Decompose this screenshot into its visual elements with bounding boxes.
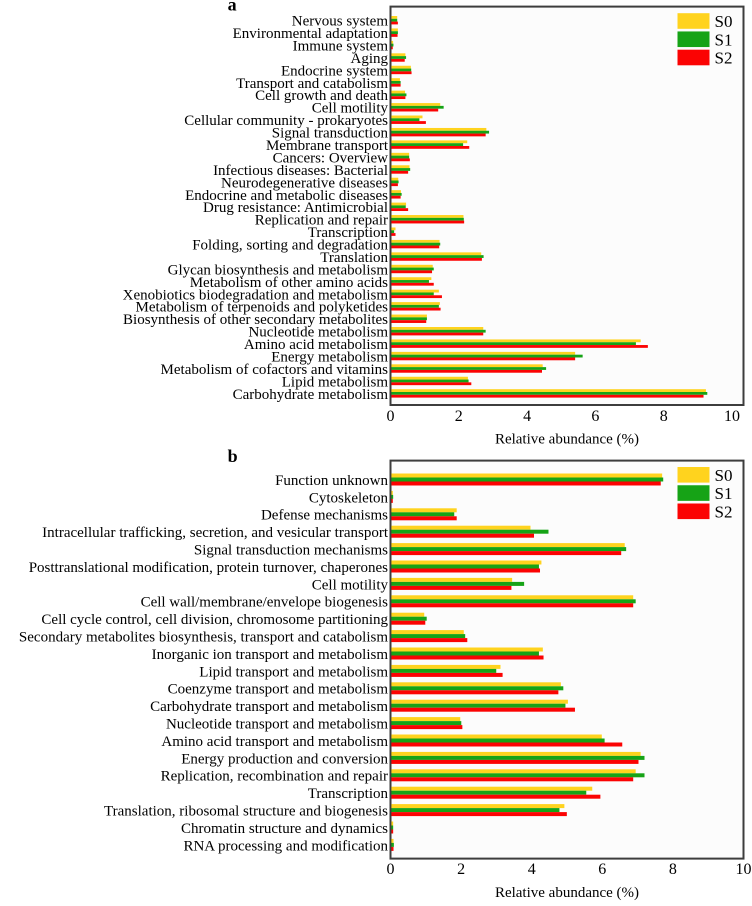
svg-text:Signal transduction mechanisms: Signal transduction mechanisms <box>194 543 388 559</box>
svg-text:Cancers: Overview: Cancers: Overview <box>273 150 389 166</box>
svg-text:Energy metabolism: Energy metabolism <box>271 349 388 365</box>
svg-text:Aging: Aging <box>351 51 389 67</box>
svg-text:Metabolism of cofactors and vi: Metabolism of cofactors and vitamins <box>161 362 389 378</box>
svg-text:Metabolism of other amino acid: Metabolism of other amino acids <box>190 275 388 291</box>
svg-text:S0: S0 <box>715 466 733 485</box>
svg-text:Chromatin structure and dynami: Chromatin structure and dynamics <box>181 821 388 837</box>
svg-text:Lipid transport and metabolism: Lipid transport and metabolism <box>199 664 388 680</box>
svg-text:6: 6 <box>598 861 606 878</box>
svg-text:Defense mechanisms: Defense mechanisms <box>261 508 388 524</box>
svg-text:Posttranslational modification: Posttranslational modification, protein … <box>29 560 388 576</box>
svg-text:Amino acid transport and metab: Amino acid transport and metabolism <box>161 734 388 750</box>
svg-text:Translation, ribosomal structu: Translation, ribosomal structure and bio… <box>104 804 388 820</box>
svg-text:Cytoskeleton: Cytoskeleton <box>309 490 389 506</box>
svg-text:S0: S0 <box>715 12 733 31</box>
svg-text:S2: S2 <box>715 502 733 521</box>
svg-text:2: 2 <box>455 408 463 425</box>
svg-text:Carbohydrate transport and met: Carbohydrate transport and metabolism <box>150 699 388 715</box>
svg-text:Cell growth and death: Cell growth and death <box>255 88 388 104</box>
svg-text:Cell cycle control, cell divis: Cell cycle control, cell division, chrom… <box>41 612 388 628</box>
svg-text:Immune system: Immune system <box>293 38 389 54</box>
svg-text:Folding, sorting and degradati: Folding, sorting and degradation <box>192 238 388 254</box>
svg-text:Transcription: Transcription <box>308 786 389 802</box>
svg-text:Cell motility: Cell motility <box>312 577 389 593</box>
svg-text:6: 6 <box>591 408 599 425</box>
svg-text:Infectious diseases: Bacterial: Infectious diseases: Bacterial <box>213 163 388 179</box>
svg-text:Nervous system: Nervous system <box>292 14 389 30</box>
svg-text:10: 10 <box>724 408 740 425</box>
svg-text:Relative abundance (%): Relative abundance (%) <box>495 885 639 901</box>
svg-text:Intracellular trafficking, sec: Intracellular trafficking, secretion, an… <box>42 525 389 541</box>
svg-text:Energy production and conversi: Energy production and conversion <box>181 751 388 767</box>
svg-text:Relative abundance (%): Relative abundance (%) <box>495 432 639 448</box>
svg-text:Function unknown: Function unknown <box>275 473 388 489</box>
svg-text:Nucleotide transport and metab: Nucleotide transport and metabolism <box>166 717 388 733</box>
svg-text:Amino acid metabolism: Amino acid metabolism <box>244 337 388 353</box>
svg-text:Transcription: Transcription <box>308 225 389 241</box>
svg-text:S1: S1 <box>715 484 733 503</box>
svg-text:Secondary metabolites biosynth: Secondary metabolites biosynthesis, tran… <box>19 630 388 646</box>
svg-text:Transport and catabolism: Transport and catabolism <box>236 76 388 92</box>
svg-text:Replication and repair: Replication and repair <box>255 213 388 229</box>
svg-text:Replication, recombination and: Replication, recombination and repair <box>161 769 388 785</box>
svg-text:Metabolism of terpenoids and p: Metabolism of terpenoids and polyketides <box>136 300 389 316</box>
svg-text:Cellular community - prokaryot: Cellular community - prokaryotes <box>184 113 388 129</box>
svg-text:Biosynthesis of other secondar: Biosynthesis of other secondary metaboli… <box>123 312 388 328</box>
svg-text:Coenzyme transport and metabol: Coenzyme transport and metabolism <box>168 682 389 698</box>
svg-text:4: 4 <box>528 861 536 878</box>
svg-text:8: 8 <box>669 861 677 878</box>
svg-text:S1: S1 <box>715 30 733 49</box>
svg-text:Translation: Translation <box>320 250 388 266</box>
svg-text:0: 0 <box>387 861 395 878</box>
svg-text:Endocrine and metabolic diseas: Endocrine and metabolic diseases <box>185 188 388 204</box>
svg-text:Xenobiotics biodegradation and: Xenobiotics biodegradation and metabolis… <box>123 287 389 303</box>
svg-text:0: 0 <box>387 408 395 425</box>
svg-text:Environmental adaptation: Environmental adaptation <box>233 26 389 42</box>
svg-text:Carbohydrate metabolism: Carbohydrate metabolism <box>233 387 389 403</box>
svg-text:Cell wall/membrane/envelope bi: Cell wall/membrane/envelope biogenesis <box>141 595 389 611</box>
svg-text:10: 10 <box>736 861 752 878</box>
svg-text:b: b <box>228 446 238 466</box>
svg-text:4: 4 <box>523 408 531 425</box>
svg-text:Lipid metabolism: Lipid metabolism <box>282 374 389 390</box>
svg-text:Endocrine system: Endocrine system <box>281 63 388 79</box>
svg-text:Nucleotide metabolism: Nucleotide metabolism <box>248 325 388 341</box>
svg-text:8: 8 <box>660 408 668 425</box>
svg-text:RNA processing and modificatio: RNA processing and modification <box>183 838 388 854</box>
svg-text:Membrane transport: Membrane transport <box>266 138 389 154</box>
svg-text:Glycan biosynthesis and metabo: Glycan biosynthesis and metabolism <box>168 262 389 278</box>
svg-text:Signal transduction: Signal transduction <box>272 126 389 142</box>
svg-text:a: a <box>228 0 237 14</box>
svg-text:2: 2 <box>457 861 465 878</box>
svg-text:S2: S2 <box>715 49 733 68</box>
svg-text:Cell motility: Cell motility <box>312 101 389 117</box>
svg-text:Drug resistance: Antimicrobial: Drug resistance: Antimicrobial <box>203 200 388 216</box>
svg-text:Neurodegenerative diseases: Neurodegenerative diseases <box>221 175 388 191</box>
svg-text:Inorganic ion transport and me: Inorganic ion transport and metabolism <box>152 647 389 663</box>
